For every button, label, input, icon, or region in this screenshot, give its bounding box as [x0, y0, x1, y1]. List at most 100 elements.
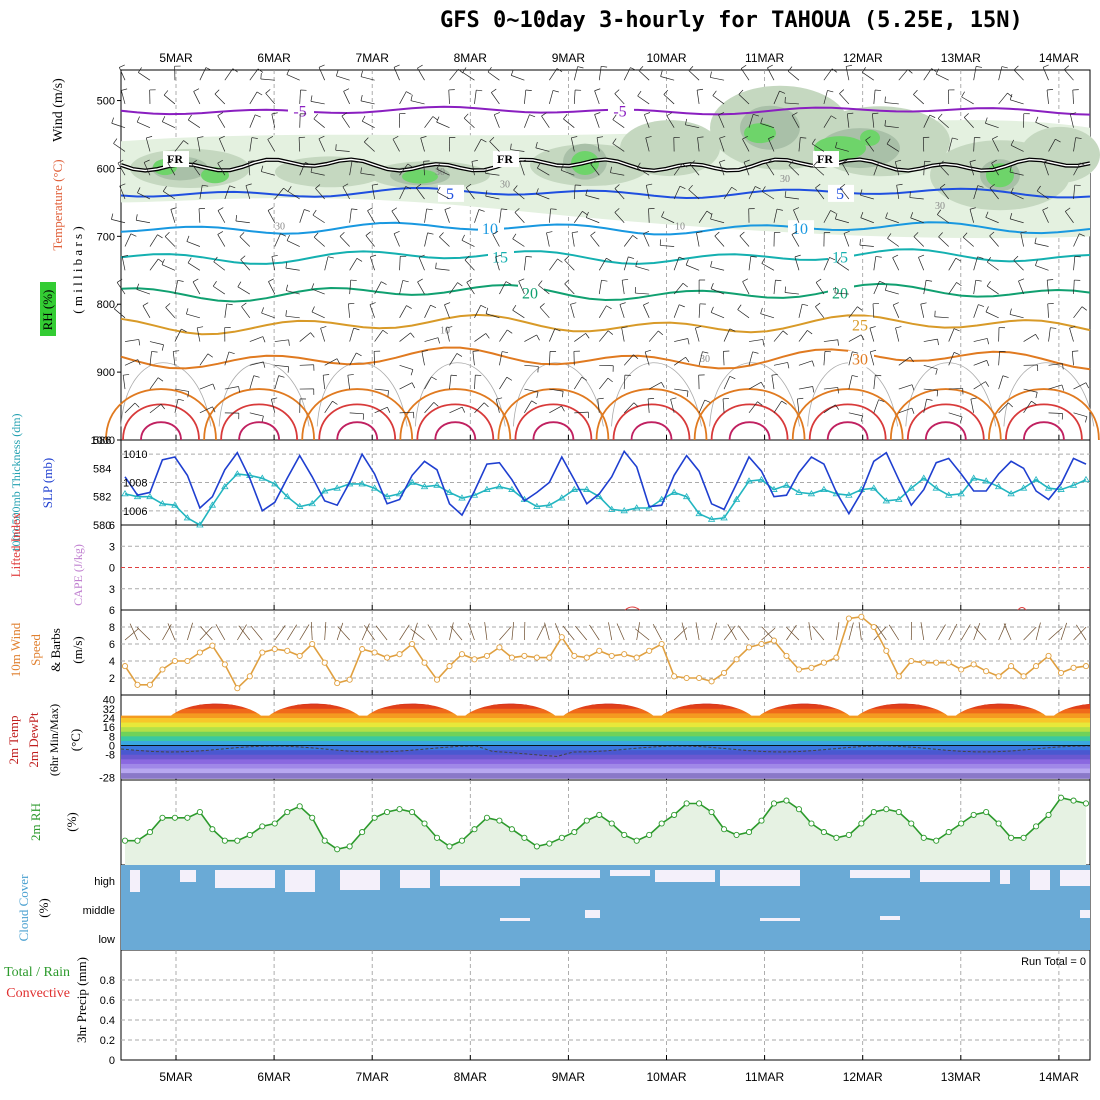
wind-barb-flag — [977, 185, 984, 188]
wind-barb-flag — [815, 302, 821, 307]
wind-barb-flag — [138, 67, 142, 73]
temp-band — [121, 731, 1090, 738]
wind-barb-flag — [985, 381, 990, 387]
temp-band — [121, 717, 1090, 724]
wind-barb-flag — [217, 231, 224, 235]
wind-barb — [261, 171, 275, 176]
wind-barb-flag — [265, 89, 271, 94]
temp-contour-10 — [120, 221, 1091, 236]
wind-barb — [149, 403, 162, 414]
surface-temp-loop — [220, 403, 298, 441]
wind-barb-flag — [768, 135, 775, 139]
wind-barb — [399, 91, 407, 105]
thickness-point — [982, 477, 990, 484]
rh2m-point — [209, 826, 216, 833]
contour-label-bg — [828, 248, 854, 266]
surface-wind-barb — [589, 624, 600, 641]
wind-barb-flag — [332, 400, 338, 405]
ylabel-precip: 3hr Precip (mm) — [74, 957, 89, 1043]
surface-temp-loop — [1023, 421, 1065, 441]
rh2m-point — [171, 814, 178, 821]
thickness-point — [395, 490, 404, 497]
surface-wind-barb — [129, 623, 138, 641]
wind-speed-point — [521, 652, 528, 659]
wind-barb — [493, 114, 500, 128]
wind-barb-flag — [407, 163, 413, 168]
wind-barb-flag — [1013, 65, 1019, 71]
wind-barb — [485, 195, 500, 200]
wind-barb — [673, 163, 683, 176]
wind-barb — [612, 119, 625, 128]
wind-barb-flag — [969, 159, 976, 163]
ylabel-speed: Speed — [28, 634, 43, 666]
wind-barb — [549, 405, 562, 414]
wind-barb — [537, 167, 550, 176]
wind-barb — [393, 67, 400, 81]
rh-area — [744, 123, 776, 144]
wind-barb-flag — [986, 360, 990, 367]
thickness-point — [283, 492, 291, 500]
wind-barb-flag — [351, 208, 358, 210]
thickness-point — [870, 484, 878, 491]
wind-barb — [224, 351, 230, 366]
wind-barb — [612, 143, 625, 152]
wind-barb — [689, 164, 700, 176]
wind-barb — [791, 115, 800, 128]
wind-barb — [1020, 232, 1024, 247]
thickness-point — [882, 497, 891, 504]
wind-speed-point — [471, 656, 478, 663]
wind-barb — [471, 161, 475, 176]
wind-barb — [474, 209, 480, 223]
rh2m-point — [371, 814, 378, 821]
surface-wind-barb — [935, 624, 946, 641]
wind-barb-flag — [861, 67, 866, 73]
wind-barb-flag — [525, 256, 532, 258]
wind-barb — [623, 354, 634, 366]
top-date-label: 9MAR — [552, 51, 586, 65]
wind-barb-flag — [406, 91, 412, 95]
wind-barb-flag — [280, 233, 287, 237]
wind-barb — [823, 351, 826, 366]
wind-barb-flag — [612, 138, 617, 144]
wind-barb-flag — [287, 186, 292, 192]
wind-barb — [597, 398, 600, 413]
thickness-point — [595, 492, 603, 500]
wind-barb-flag — [1035, 334, 1039, 340]
surface-wind-barb — [524, 621, 526, 641]
cloud-clear-patch — [285, 870, 315, 892]
wind-barb — [666, 115, 675, 128]
wind-barb — [174, 140, 184, 152]
cloud-clear-patch — [180, 870, 196, 882]
wind-barb-flag — [953, 328, 960, 332]
wind-barb-flag — [461, 234, 465, 241]
wind-barb-flag — [952, 137, 959, 140]
wind-barb — [174, 399, 179, 413]
wind-barb-flag — [119, 183, 126, 187]
wind-barb — [834, 292, 849, 295]
wind-barb — [449, 353, 458, 366]
top-date-label: 8MAR — [454, 51, 488, 65]
wind-barb-flag — [136, 283, 140, 290]
bottom-date-label: 9MAR — [552, 1070, 586, 1084]
wind-barb-flag — [960, 416, 963, 423]
wind-barb-flag — [370, 254, 377, 258]
wind-barb — [286, 290, 300, 295]
wind-barb — [287, 191, 300, 200]
thickness-tick-label: 580 — [93, 520, 111, 532]
top-date-label: 13MAR — [941, 51, 981, 65]
wind-barb-flag — [1020, 231, 1027, 234]
wind-barb-flag — [513, 185, 518, 191]
wind-barb — [299, 209, 305, 223]
rh2m-point — [770, 800, 778, 807]
thickness-tick-label: 586 — [93, 435, 111, 447]
wind-speed-point — [196, 649, 203, 656]
wind-barb — [436, 168, 450, 176]
wind-barb — [461, 239, 475, 247]
wind-barb — [424, 337, 439, 342]
wind-barb-flag — [911, 384, 915, 391]
cloud-clear-patch — [655, 870, 715, 882]
wind-barb — [561, 169, 575, 176]
top-date-label: 7MAR — [356, 51, 390, 65]
contour-label-bg — [608, 102, 634, 120]
wind-barb-flag — [436, 186, 441, 193]
